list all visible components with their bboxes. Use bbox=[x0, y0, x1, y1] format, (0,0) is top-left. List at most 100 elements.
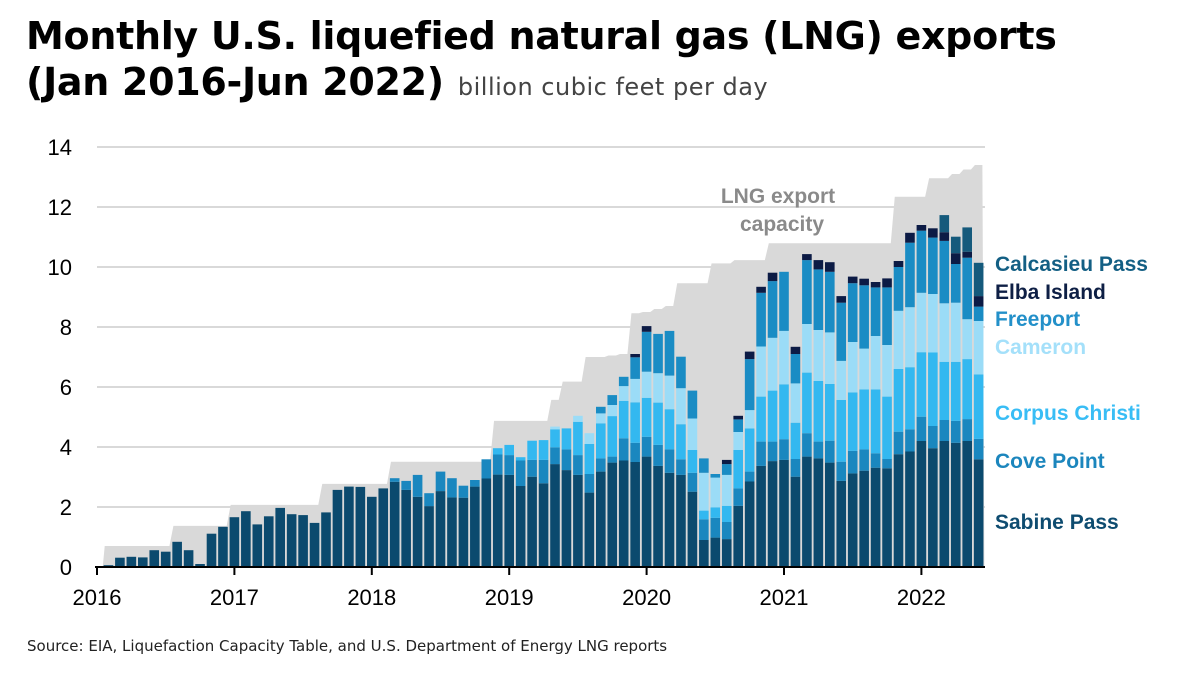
bar-segment-corpus-christi bbox=[836, 399, 847, 462]
bar-segment-sabine-pass bbox=[767, 461, 778, 567]
y-tick-label: 2 bbox=[60, 495, 72, 520]
bar-segment-freeport bbox=[721, 464, 732, 475]
bar-segment-sabine-pass bbox=[149, 550, 160, 567]
bar-segment-elba-island bbox=[916, 225, 927, 231]
bar-segment-sabine-pass bbox=[286, 514, 297, 567]
bar-segment-cove-point bbox=[687, 472, 698, 492]
bar-segment-cameron bbox=[756, 346, 766, 397]
bar-segment-cove-point bbox=[905, 429, 915, 452]
bar-segment-cove-point bbox=[813, 441, 824, 459]
bar-segment-corpus-christi bbox=[916, 352, 927, 417]
bar-segment-cove-point bbox=[802, 433, 812, 457]
bar-segment-cove-point bbox=[859, 449, 869, 471]
series-label-corpus-christi: Corpus Christi bbox=[995, 402, 1141, 425]
bar-segment-sabine-pass bbox=[893, 454, 904, 567]
bar-segment-sabine-pass bbox=[653, 465, 663, 567]
bar-segment-cove-point bbox=[653, 444, 663, 466]
bar-segment-cameron bbox=[664, 375, 675, 410]
bar-segment-elba-island bbox=[859, 278, 869, 286]
bar-segment-cameron bbox=[950, 302, 961, 362]
bar-segment-corpus-christi bbox=[618, 400, 629, 439]
bar-segment-corpus-christi bbox=[733, 450, 743, 489]
bar-segment-sabine-pass bbox=[229, 517, 240, 567]
bar-segment-elba-island bbox=[802, 254, 812, 261]
bar-segment-cove-point bbox=[492, 454, 503, 475]
bar-segment-cameron bbox=[744, 410, 755, 429]
bar-segment-freeport bbox=[756, 292, 766, 347]
bar-segment-elba-island bbox=[962, 251, 972, 258]
x-tick-label: 2016 bbox=[73, 585, 122, 610]
bar-segment-corpus-christi bbox=[596, 423, 606, 459]
bar-segment-sabine-pass bbox=[504, 474, 514, 567]
x-tick-label: 2019 bbox=[485, 585, 534, 610]
bar-segment-sabine-pass bbox=[241, 511, 251, 567]
bar-segment-corpus-christi bbox=[962, 359, 972, 420]
bar-segment-elba-island bbox=[882, 278, 892, 288]
bar-segment-cameron bbox=[893, 310, 904, 369]
bar-segment-elba-island bbox=[973, 296, 984, 307]
bar-segment-elba-island bbox=[733, 415, 743, 420]
chart-title-line2: (Jan 2016-Jun 2022) billion cubic feet pe… bbox=[26, 60, 768, 104]
series-label-sabine-pass: Sabine Pass bbox=[995, 511, 1119, 534]
bar-segment-freeport bbox=[962, 257, 972, 320]
bar-segment-cameron bbox=[916, 292, 927, 353]
bar-segment-sabine-pass bbox=[813, 458, 824, 567]
bar-segment-cameron bbox=[847, 342, 858, 393]
bar-segment-cove-point bbox=[870, 453, 881, 468]
bar-segment-freeport bbox=[607, 395, 618, 405]
bar-segment-sabine-pass bbox=[950, 442, 961, 567]
bar-segment-sabine-pass bbox=[160, 551, 171, 567]
bar-segment-freeport bbox=[859, 285, 869, 349]
bar-segment-sabine-pass bbox=[332, 489, 343, 567]
bar-segment-sabine-pass bbox=[790, 476, 801, 567]
bar-segment-sabine-pass bbox=[321, 512, 331, 567]
x-tick-label: 2018 bbox=[347, 585, 396, 610]
bar-segment-corpus-christi bbox=[538, 440, 549, 460]
bar-segment-sabine-pass bbox=[802, 456, 812, 567]
bar-segment-sabine-pass bbox=[138, 557, 148, 567]
bar-segment-cove-point bbox=[607, 456, 618, 463]
bar-segment-sabine-pass bbox=[470, 486, 480, 567]
bar-segment-cove-point bbox=[481, 459, 492, 479]
bar-segment-cove-point bbox=[779, 439, 789, 460]
bar-segment-corpus-christi bbox=[710, 507, 721, 518]
bar-segment-corpus-christi bbox=[607, 416, 618, 457]
bar-segment-corpus-christi bbox=[928, 352, 938, 426]
bar-segment-corpus-christi bbox=[870, 389, 881, 454]
bar-segment-cove-point bbox=[916, 416, 927, 441]
bar-segment-sabine-pass bbox=[263, 516, 274, 567]
bar-segment-corpus-christi bbox=[905, 367, 915, 430]
bar-segment-sabine-pass bbox=[435, 491, 446, 567]
bar-segment-freeport bbox=[630, 357, 640, 379]
bar-segment-sabine-pass bbox=[973, 459, 984, 567]
chart-title: Monthly U.S. liquefied natural gas (LNG)… bbox=[26, 14, 1057, 58]
bar-segment-calcasieu-pass bbox=[973, 262, 984, 297]
bar-segment-elba-island bbox=[825, 262, 835, 272]
bar-segment-cove-point bbox=[561, 449, 572, 471]
bar-segment-freeport bbox=[893, 267, 904, 311]
bar-segment-sabine-pass bbox=[676, 474, 686, 567]
bar-segment-freeport bbox=[870, 287, 881, 336]
bar-segment-cameron bbox=[767, 337, 778, 391]
bar-segment-cameron bbox=[825, 332, 835, 384]
bar-segment-corpus-christi bbox=[687, 450, 698, 473]
y-tick-label: 14 bbox=[48, 135, 72, 160]
y-tick-label: 0 bbox=[60, 555, 72, 580]
bar-segment-calcasieu-pass bbox=[962, 227, 972, 252]
bar-segment-corpus-christi bbox=[950, 361, 961, 421]
bar-segment-sabine-pass bbox=[401, 489, 411, 567]
bar-segment-cameron bbox=[550, 426, 560, 430]
bar-segment-sabine-pass bbox=[126, 556, 137, 567]
bar-segment-freeport bbox=[676, 356, 686, 389]
bar-segment-elba-island bbox=[767, 272, 778, 282]
bar-segment-sabine-pass bbox=[492, 474, 503, 567]
bar-segment-corpus-christi bbox=[641, 397, 652, 437]
bar-segment-cove-point bbox=[470, 480, 480, 487]
bar-segment-cameron bbox=[618, 386, 629, 401]
chart-title-dates: (Jan 2016-Jun 2022) bbox=[26, 60, 444, 104]
bar-segment-freeport bbox=[813, 269, 824, 330]
bar-segment-cameron bbox=[584, 433, 595, 444]
bar-segment-calcasieu-pass bbox=[950, 236, 961, 254]
x-tick-label: 2017 bbox=[210, 585, 259, 610]
bar-segment-corpus-christi bbox=[779, 384, 789, 440]
